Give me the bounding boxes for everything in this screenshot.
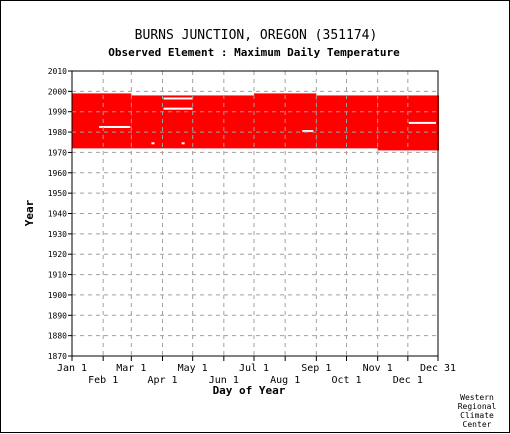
x-tick-label: Jan 1	[57, 363, 87, 374]
y-tick-label: 2000	[48, 87, 67, 96]
x-axis-label: Day of Year	[213, 384, 286, 397]
x-tick-label: Jun 1	[209, 375, 239, 386]
missing-segment	[163, 97, 193, 100]
y-tick-label: 1870	[48, 352, 67, 361]
x-tick-label: Apr 1	[147, 375, 177, 386]
credit-line: Climate	[460, 411, 494, 420]
x-tick-label: May 1	[178, 363, 208, 374]
x-tick-label: Oct 1	[331, 375, 361, 386]
missing-segment	[181, 142, 185, 145]
coverage-block	[316, 95, 378, 149]
x-tick-label: Feb 1	[88, 375, 118, 386]
coverage-block	[72, 93, 132, 149]
y-tick-label: 1960	[48, 169, 67, 178]
x-tick-label: Sep 1	[301, 363, 331, 374]
y-tick-label: 1990	[48, 108, 67, 117]
x-tick-label: Dec 1	[393, 375, 423, 386]
missing-segment	[408, 121, 436, 124]
y-tick-label: 2010	[48, 67, 67, 76]
y-tick-label: 1890	[48, 311, 67, 320]
missing-segment	[163, 107, 193, 110]
y-tick-label: 1880	[48, 332, 67, 341]
x-tick-label: Nov 1	[363, 363, 393, 374]
y-tick-label: 1910	[48, 271, 67, 280]
y-tick-label: 1940	[48, 210, 67, 219]
credit-line: Center	[463, 420, 492, 429]
x-tick-label: Jul 1	[239, 363, 269, 374]
plot-area: 1870 1880 1890 1900 1910 1920 1930 1940 1950 1960…	[48, 67, 456, 386]
missing-segment	[99, 125, 131, 128]
chart-subtitle: Observed Element : Maximum Daily Tempera…	[108, 46, 400, 59]
credit-block: Western Regional Climate Center	[458, 393, 497, 429]
y-axis-label: Year	[23, 199, 36, 226]
x-tick-label: Mar 1	[116, 363, 146, 374]
credit-line: Western	[460, 393, 494, 402]
y-tick-label: 1970	[48, 148, 67, 157]
y-tick-label: 1920	[48, 250, 67, 259]
y-tick-label: 1900	[48, 291, 67, 300]
missing-segment	[302, 130, 314, 133]
x-tick-label: Aug 1	[270, 375, 300, 386]
x-tick-label: Dec 31	[420, 363, 456, 374]
y-tick-label: 1950	[48, 189, 67, 198]
chart-title: BURNS JUNCTION, OREGON (351174)	[135, 28, 378, 43]
y-tick-label: 1980	[48, 128, 67, 137]
missing-segment	[151, 142, 155, 145]
credit-line: Regional	[458, 402, 497, 411]
y-tick-label: 1930	[48, 230, 67, 239]
